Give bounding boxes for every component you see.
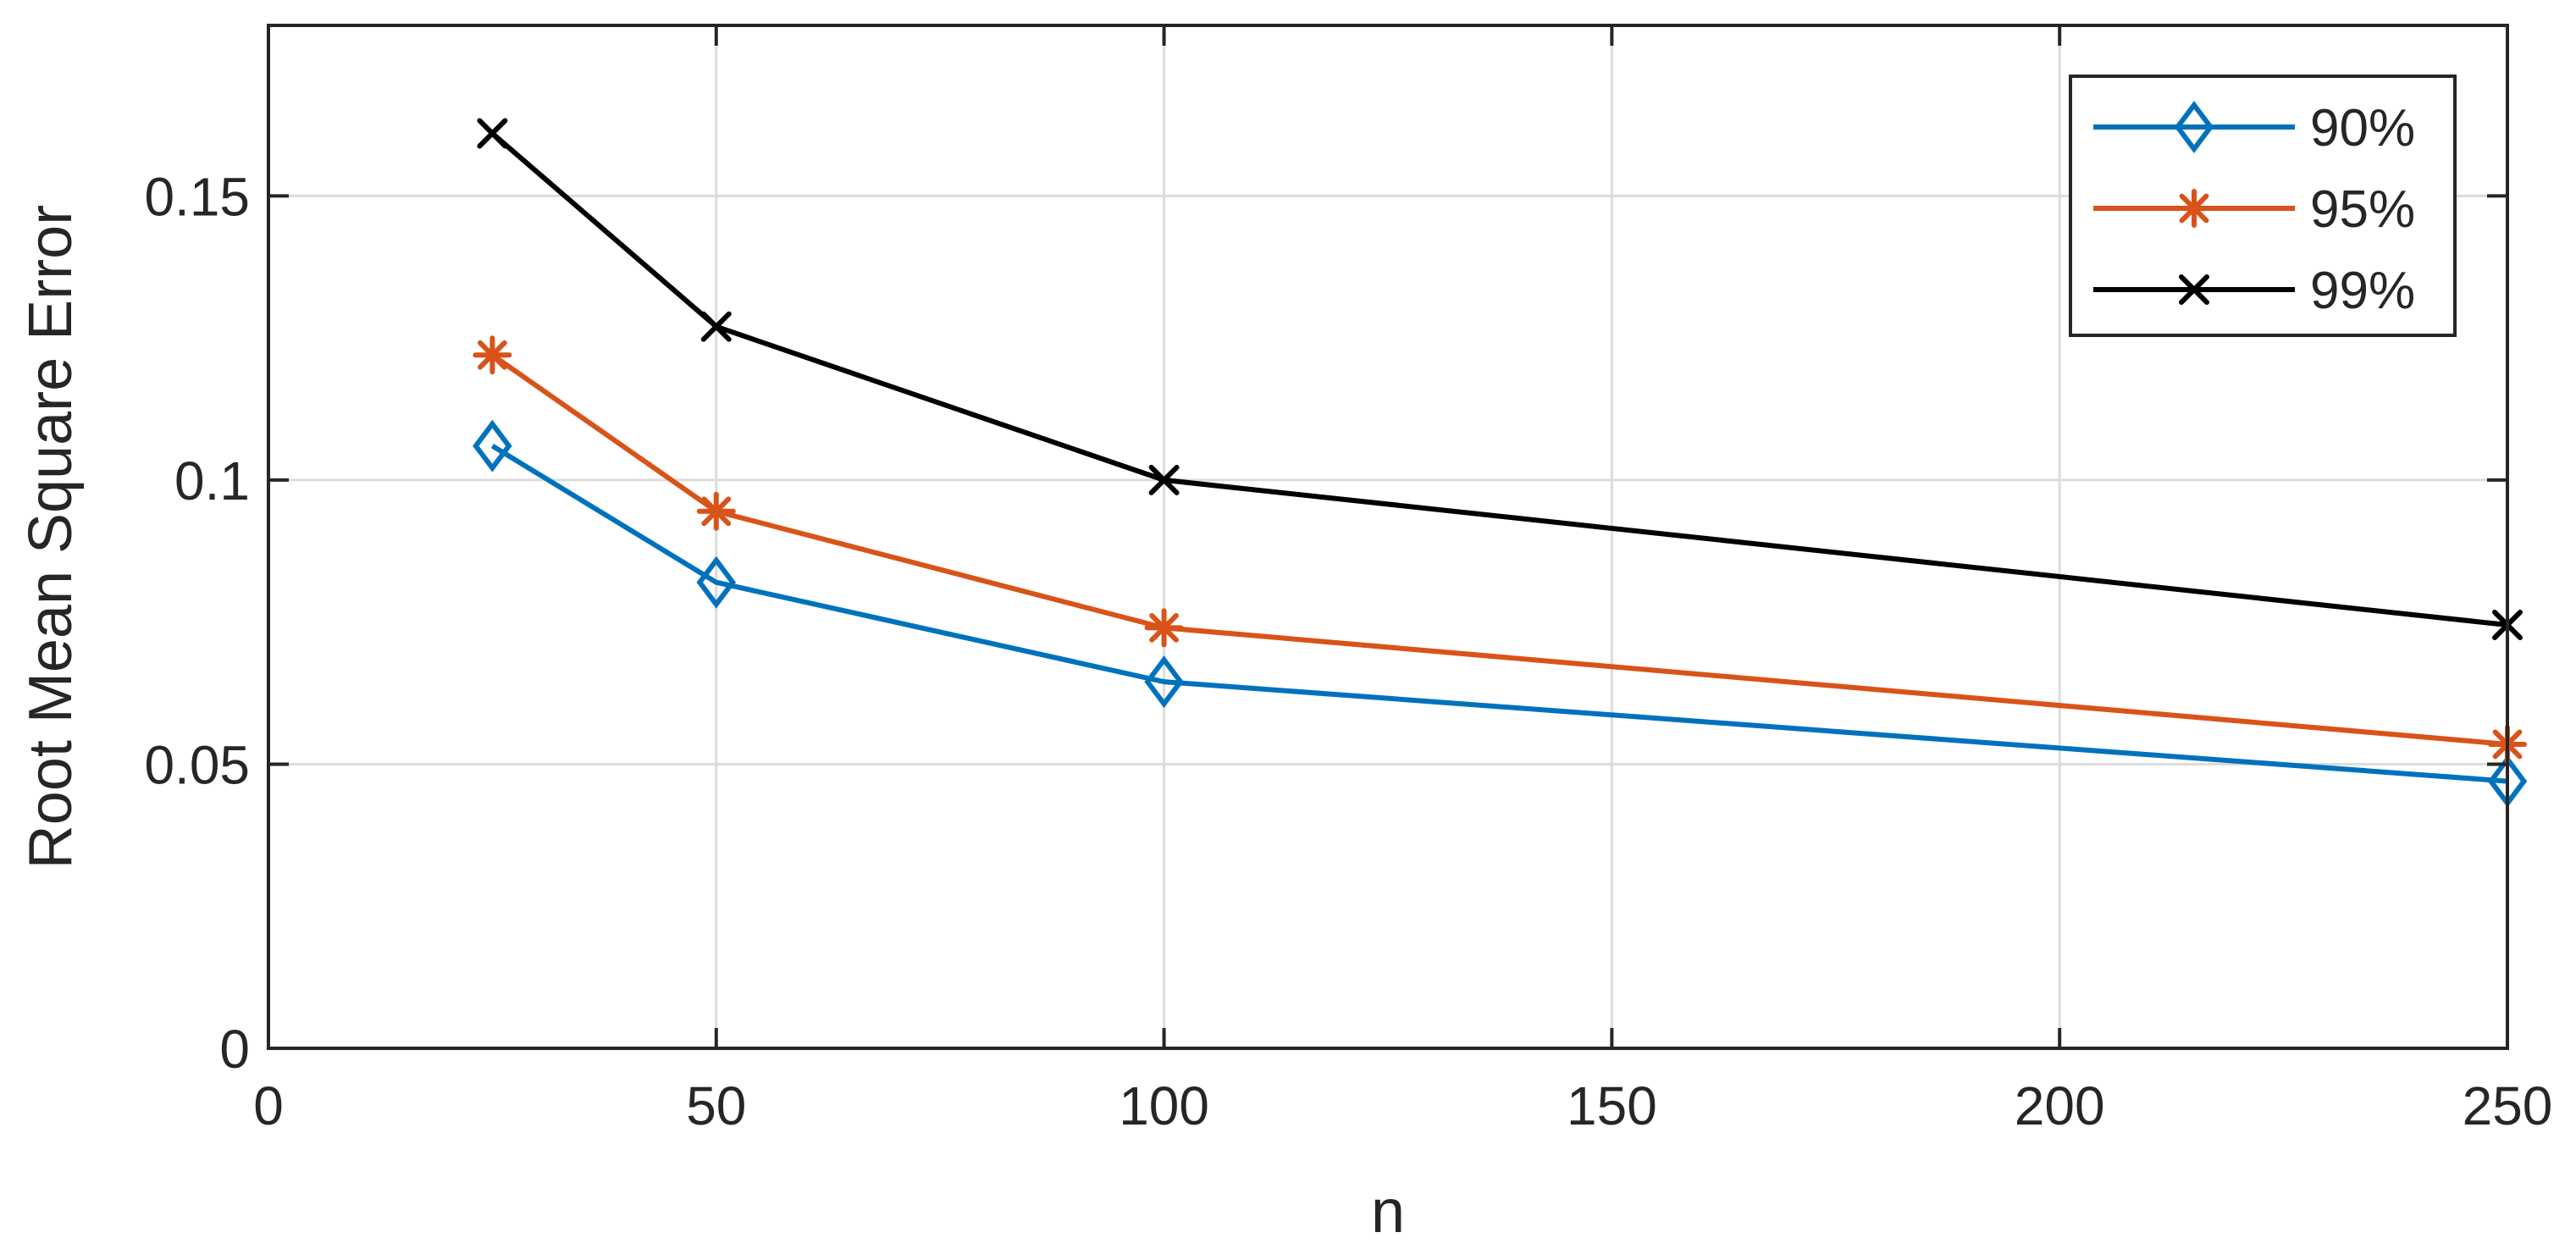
x-axis-label: n: [1371, 1178, 1405, 1246]
data-point-asterisk-marker: [1144, 608, 1184, 648]
y-tick-label: 0.1: [174, 450, 250, 511]
x-tick-label: 0: [253, 1075, 284, 1136]
legend-label: 90%: [2310, 99, 2415, 158]
x-tick-labels: 0 50 100 150 200 250: [253, 1075, 2552, 1136]
y-tick-label: 0: [219, 1019, 250, 1080]
y-tick-labels: 0 0.05 0.1 0.15: [144, 166, 250, 1080]
series-line-1: [490, 444, 2508, 784]
series-lines: [490, 131, 2508, 784]
data-point-diamond-marker: [1144, 655, 1184, 709]
legend-asterisk-marker: [2175, 189, 2214, 228]
x-tick-label: 250: [2463, 1075, 2553, 1136]
y-tick-label: 0.05: [144, 734, 250, 795]
legend-label: 95%: [2310, 180, 2415, 239]
y-tick-label: 0.15: [144, 166, 250, 227]
legend: 90% 95% 99%: [2069, 75, 2457, 337]
axes-box: [267, 24, 2509, 1050]
axis-ticks: [267, 25, 2509, 1050]
series-line-3: [490, 131, 2508, 628]
data-point-diamond-marker: [473, 419, 512, 473]
legend-diamond-marker: [2174, 101, 2214, 153]
legend-label: 99%: [2310, 262, 2415, 320]
data-point-diamond-marker: [696, 555, 737, 609]
x-tick-label: 50: [686, 1075, 746, 1136]
x-tick-label: 100: [1119, 1075, 1209, 1136]
legend-cross-marker: [2179, 274, 2209, 305]
data-point-asterisk-marker: [696, 491, 736, 531]
x-tick-label: 150: [1567, 1075, 1657, 1136]
y-axis-label: Root Mean Square Error: [17, 205, 85, 869]
x-tick-label: 200: [2015, 1075, 2105, 1136]
data-point-cross-marker: [700, 311, 732, 342]
data-point-asterisk-marker: [473, 335, 512, 375]
data-point-cross-marker: [477, 118, 508, 149]
data-point-cross-marker: [1148, 464, 1180, 495]
series-line-2: [490, 352, 2508, 747]
